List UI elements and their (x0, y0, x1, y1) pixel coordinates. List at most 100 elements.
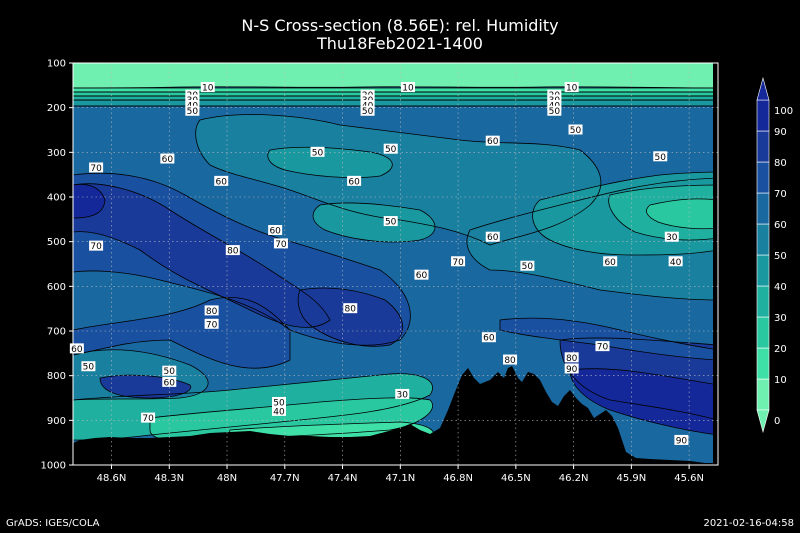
colorbar-label: 30 (774, 313, 787, 324)
contour-line (73, 373, 433, 441)
right-strip (713, 63, 718, 465)
contour-label: 40 (670, 258, 682, 268)
contour-label-bg (162, 376, 177, 387)
contour-label: 70 (90, 242, 102, 252)
colorbar-label: 10 (774, 375, 787, 386)
colorbar-label: 20 (774, 344, 787, 355)
x-tick-label: 47.4N (328, 473, 358, 484)
y-tick-label: 700 (47, 327, 66, 338)
colorbar-label: 80 (774, 158, 787, 169)
contour-label-bg (547, 94, 562, 105)
contour-label: 10 (566, 84, 578, 94)
contour-label-bg (200, 82, 215, 93)
contour-label-bg (547, 99, 562, 110)
contour-label: 60 (164, 378, 176, 388)
colorbar-swatch (756, 192, 770, 225)
y-tick-label: 900 (47, 416, 66, 427)
contour-label: 40 (273, 407, 285, 417)
contour-label: 50 (655, 153, 667, 163)
contour-label-bg (451, 256, 466, 267)
contour-label-bg (204, 318, 219, 329)
y-tick-label: 300 (47, 148, 66, 159)
colorbar-label: 40 (774, 282, 787, 293)
colorbar-swatch (756, 285, 770, 318)
contour-label: 50 (362, 107, 374, 117)
y-tick-label: 200 (47, 103, 66, 114)
band-40-top (73, 100, 718, 106)
contour-label-bg (268, 225, 283, 235)
contour-label-bg (547, 105, 562, 116)
y-tick-label: 100 (47, 59, 66, 70)
contour-label-bg (401, 82, 416, 93)
contour-line (99, 374, 192, 399)
contour-label-bg (674, 434, 689, 445)
contour-line (312, 202, 436, 243)
colorbar-min-arrow (756, 409, 770, 434)
contour-label: 60 (216, 177, 228, 187)
contour-label-bg (568, 124, 583, 135)
colorbar-label: 0 (774, 416, 780, 427)
contour-label-bg (310, 146, 325, 157)
plot-frame (72, 62, 719, 466)
contour-line (646, 198, 718, 230)
contour-label: 60 (269, 227, 281, 237)
contour-label: 50 (570, 126, 582, 136)
band-30-right (646, 198, 718, 229)
contour-label: 10 (202, 84, 214, 94)
contour-label-bg (564, 363, 579, 374)
contour-line (267, 146, 393, 179)
contour-label: 70 (597, 343, 609, 353)
contour-label: 90 (566, 365, 578, 375)
colorbar-swatch (756, 316, 770, 349)
x-tick-label: 46.5N (501, 473, 531, 484)
contour-label-bg (603, 256, 618, 267)
terrain-silhouette (73, 366, 718, 465)
y-tick-label: 500 (47, 237, 66, 248)
contour-label: 80 (206, 307, 218, 317)
x-tick-label: 47.7N (270, 473, 300, 484)
contour-label-bg (360, 105, 375, 116)
chart-subtitle: Thu18Feb2021-1400 (317, 34, 483, 53)
contour-label: 70 (206, 320, 218, 330)
y-tick-label: 600 (47, 282, 66, 293)
colorbar-swatch (756, 99, 770, 132)
contour-label-bg (273, 238, 288, 249)
contour-label: 50 (522, 262, 534, 272)
contour-label: 70 (275, 240, 287, 250)
colorbar-label: 100 (774, 106, 793, 117)
y-axis: 100 200 300 400 500 600 700 800 900 1000 (41, 59, 73, 472)
contour-label-bg (503, 354, 518, 365)
contour-label-bg (520, 260, 535, 271)
contour-label: 50 (312, 148, 324, 158)
contour-label-bg (653, 151, 668, 162)
band-90-right-low (570, 368, 718, 435)
band-80-left (73, 183, 330, 328)
contour-line (569, 368, 718, 436)
y-tick-label: 800 (47, 371, 66, 382)
contour-label: 50 (385, 218, 397, 228)
contour-label: 50 (549, 107, 561, 117)
contour-line (532, 171, 718, 256)
contour-label-bg (272, 396, 287, 407)
contour-label: 60 (487, 233, 499, 243)
contour-label: 70 (142, 414, 154, 424)
contour-label: 80 (227, 247, 239, 257)
contour-label-bg (383, 143, 398, 154)
contour-label: 50 (385, 145, 397, 155)
contour-label-bg (414, 269, 429, 280)
contour-label-bg (564, 352, 579, 363)
contour-label: 60 (604, 258, 616, 268)
contour-label: 60 (483, 334, 495, 344)
contour-label-bg (185, 94, 200, 105)
contour-label: 30 (666, 233, 678, 243)
contour-label: 60 (162, 155, 174, 165)
band-20-top (73, 92, 718, 96)
contour-line (73, 183, 331, 328)
contour-label-bg (185, 99, 200, 110)
contour-label: 70 (90, 164, 102, 174)
contour-label-bg (664, 231, 679, 242)
contour-label-bg (204, 305, 219, 316)
contour-label: 60 (416, 271, 428, 281)
y-tick-label: 400 (47, 193, 66, 204)
